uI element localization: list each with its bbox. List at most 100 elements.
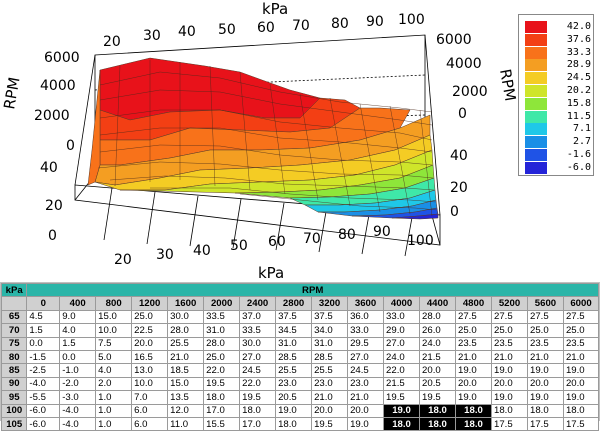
table-cell[interactable]: 20.0 — [455, 376, 492, 392]
kpa-row-header[interactable]: 95 — [0, 390, 28, 405]
table-cell[interactable]: 24.0 — [419, 336, 457, 351]
table-cell[interactable]: 17.5 — [526, 416, 564, 431]
table-cell[interactable]: 19.0 — [562, 363, 600, 378]
table-cell[interactable]: 30.0 — [239, 336, 277, 351]
table-cell[interactable]: 24.5 — [239, 363, 277, 378]
table-cell[interactable]: 20.0 — [419, 363, 457, 378]
table-cell-selected[interactable]: 19.0 — [383, 403, 421, 418]
table-cell[interactable]: 21.0 — [347, 390, 385, 405]
table-cell[interactable]: 9.0 — [59, 309, 97, 325]
table-cell[interactable]: 7.0 — [131, 390, 169, 405]
table-cell[interactable]: 33.0 — [347, 323, 385, 338]
table-cell[interactable]: 17.0 — [239, 416, 277, 431]
table-cell[interactable]: -4.0 — [26, 376, 61, 392]
table-cell[interactable]: 19.5 — [203, 376, 241, 392]
table-cell[interactable]: 27.5 — [455, 309, 492, 325]
table-cell[interactable]: 19.0 — [347, 416, 385, 431]
rpm-column-header[interactable]: 5600 — [526, 296, 564, 311]
table-cell[interactable]: 23.5 — [455, 336, 492, 351]
rpm-column-header[interactable]: 4400 — [419, 296, 457, 311]
table-cell[interactable]: 6.0 — [131, 403, 169, 418]
table-cell-selected[interactable]: 18.0 — [455, 416, 492, 431]
table-cell[interactable]: 18.0 — [526, 403, 564, 418]
table-cell[interactable]: 1.0 — [95, 390, 133, 405]
table-cell[interactable]: 18.0 — [562, 403, 600, 418]
table-cell[interactable]: 23.5 — [526, 336, 564, 351]
table-cell[interactable]: 25.0 — [491, 323, 528, 338]
table-cell[interactable]: 21.0 — [167, 349, 205, 365]
table-cell[interactable]: 19.0 — [275, 403, 313, 418]
table-cell[interactable]: 15.5 — [203, 416, 241, 431]
table-cell[interactable]: -1.0 — [59, 363, 97, 378]
table-cell[interactable]: 11.0 — [167, 416, 205, 431]
table-cell[interactable]: 27.0 — [383, 336, 421, 351]
table-cell[interactable]: 22.0 — [203, 363, 241, 378]
table-cell[interactable]: 29.0 — [383, 323, 421, 338]
table-cell[interactable]: 0.0 — [26, 336, 61, 351]
kpa-row-header[interactable]: 90 — [0, 376, 28, 392]
table-cell[interactable]: 20.5 — [275, 390, 313, 405]
table-cell[interactable]: 37.0 — [239, 309, 277, 325]
table-cell[interactable]: 27.5 — [526, 309, 564, 325]
kpa-row-header[interactable]: 100 — [0, 403, 28, 418]
table-cell[interactable]: 20.5 — [419, 376, 457, 392]
table-cell[interactable]: 30.0 — [167, 309, 205, 325]
table-cell[interactable]: 16.5 — [131, 349, 169, 365]
rpm-column-header[interactable]: 0 — [26, 296, 61, 311]
rpm-column-header[interactable]: 2800 — [275, 296, 313, 311]
table-cell[interactable]: -2.5 — [26, 363, 61, 378]
rpm-column-header[interactable]: 2400 — [239, 296, 277, 311]
rpm-column-header[interactable]: 1600 — [167, 296, 205, 311]
table-cell[interactable]: 22.0 — [239, 376, 277, 392]
table-cell[interactable]: 25.5 — [167, 336, 205, 351]
table-cell[interactable]: 22.0 — [383, 363, 421, 378]
table-cell[interactable]: 21.0 — [526, 349, 564, 365]
table-cell[interactable]: 33.5 — [239, 323, 277, 338]
rpm-column-header[interactable]: 4000 — [383, 296, 421, 311]
table-cell[interactable]: 19.5 — [239, 390, 277, 405]
table-cell[interactable]: 1.0 — [95, 416, 133, 431]
table-cell[interactable]: 28.5 — [275, 349, 313, 365]
table-cell[interactable]: 19.0 — [491, 390, 528, 405]
table-cell[interactable]: 25.0 — [562, 323, 600, 338]
table-cell-selected[interactable]: 18.0 — [455, 403, 492, 418]
rpm-column-header[interactable]: 5200 — [491, 296, 528, 311]
table-cell[interactable]: 18.0 — [491, 403, 528, 418]
table-cell[interactable]: 33.0 — [383, 309, 421, 325]
kpa-row-header[interactable]: 85 — [0, 363, 28, 378]
table-cell[interactable]: 17.0 — [203, 403, 241, 418]
table-cell[interactable]: -1.5 — [26, 349, 61, 365]
kpa-row-header[interactable]: 70 — [0, 323, 28, 338]
table-cell[interactable]: 28.5 — [311, 349, 349, 365]
table-cell[interactable]: 25.5 — [311, 363, 349, 378]
table-cell[interactable]: 27.0 — [239, 349, 277, 365]
table-cell[interactable]: 24.0 — [383, 349, 421, 365]
table-cell[interactable]: 1.0 — [95, 403, 133, 418]
table-cell[interactable]: 18.0 — [275, 416, 313, 431]
table-cell[interactable]: 15.0 — [167, 376, 205, 392]
table-cell[interactable]: -5.5 — [26, 390, 61, 405]
table-cell[interactable]: 4.0 — [95, 363, 133, 378]
table-cell[interactable]: 20.0 — [347, 403, 385, 418]
rpm-column-header[interactable]: 800 — [95, 296, 133, 311]
table-cell[interactable]: 29.5 — [347, 336, 385, 351]
table-cell[interactable]: 23.5 — [491, 336, 528, 351]
table-cell[interactable]: 27.0 — [347, 349, 385, 365]
table-cell[interactable]: 13.5 — [167, 390, 205, 405]
table-cell[interactable]: 19.0 — [562, 390, 600, 405]
table-cell[interactable]: 15.0 — [95, 309, 133, 325]
kpa-row-header[interactable]: 65 — [0, 309, 28, 325]
table-cell[interactable]: 28.0 — [203, 336, 241, 351]
kpa-row-header[interactable]: 105 — [0, 416, 28, 431]
table-cell[interactable]: 19.0 — [526, 363, 564, 378]
kpa-row-header[interactable]: 75 — [0, 336, 28, 351]
table-cell[interactable]: 5.0 — [95, 349, 133, 365]
table-cell[interactable]: 28.0 — [419, 309, 457, 325]
table-cell[interactable]: 20.0 — [131, 336, 169, 351]
table-cell[interactable]: 25.0 — [455, 323, 492, 338]
table-cell[interactable]: 31.0 — [311, 336, 349, 351]
table-cell[interactable]: 10.0 — [95, 323, 133, 338]
table-cell[interactable]: 1.5 — [26, 323, 61, 338]
table-cell[interactable]: 19.0 — [455, 363, 492, 378]
table-cell[interactable]: -2.0 — [59, 376, 97, 392]
